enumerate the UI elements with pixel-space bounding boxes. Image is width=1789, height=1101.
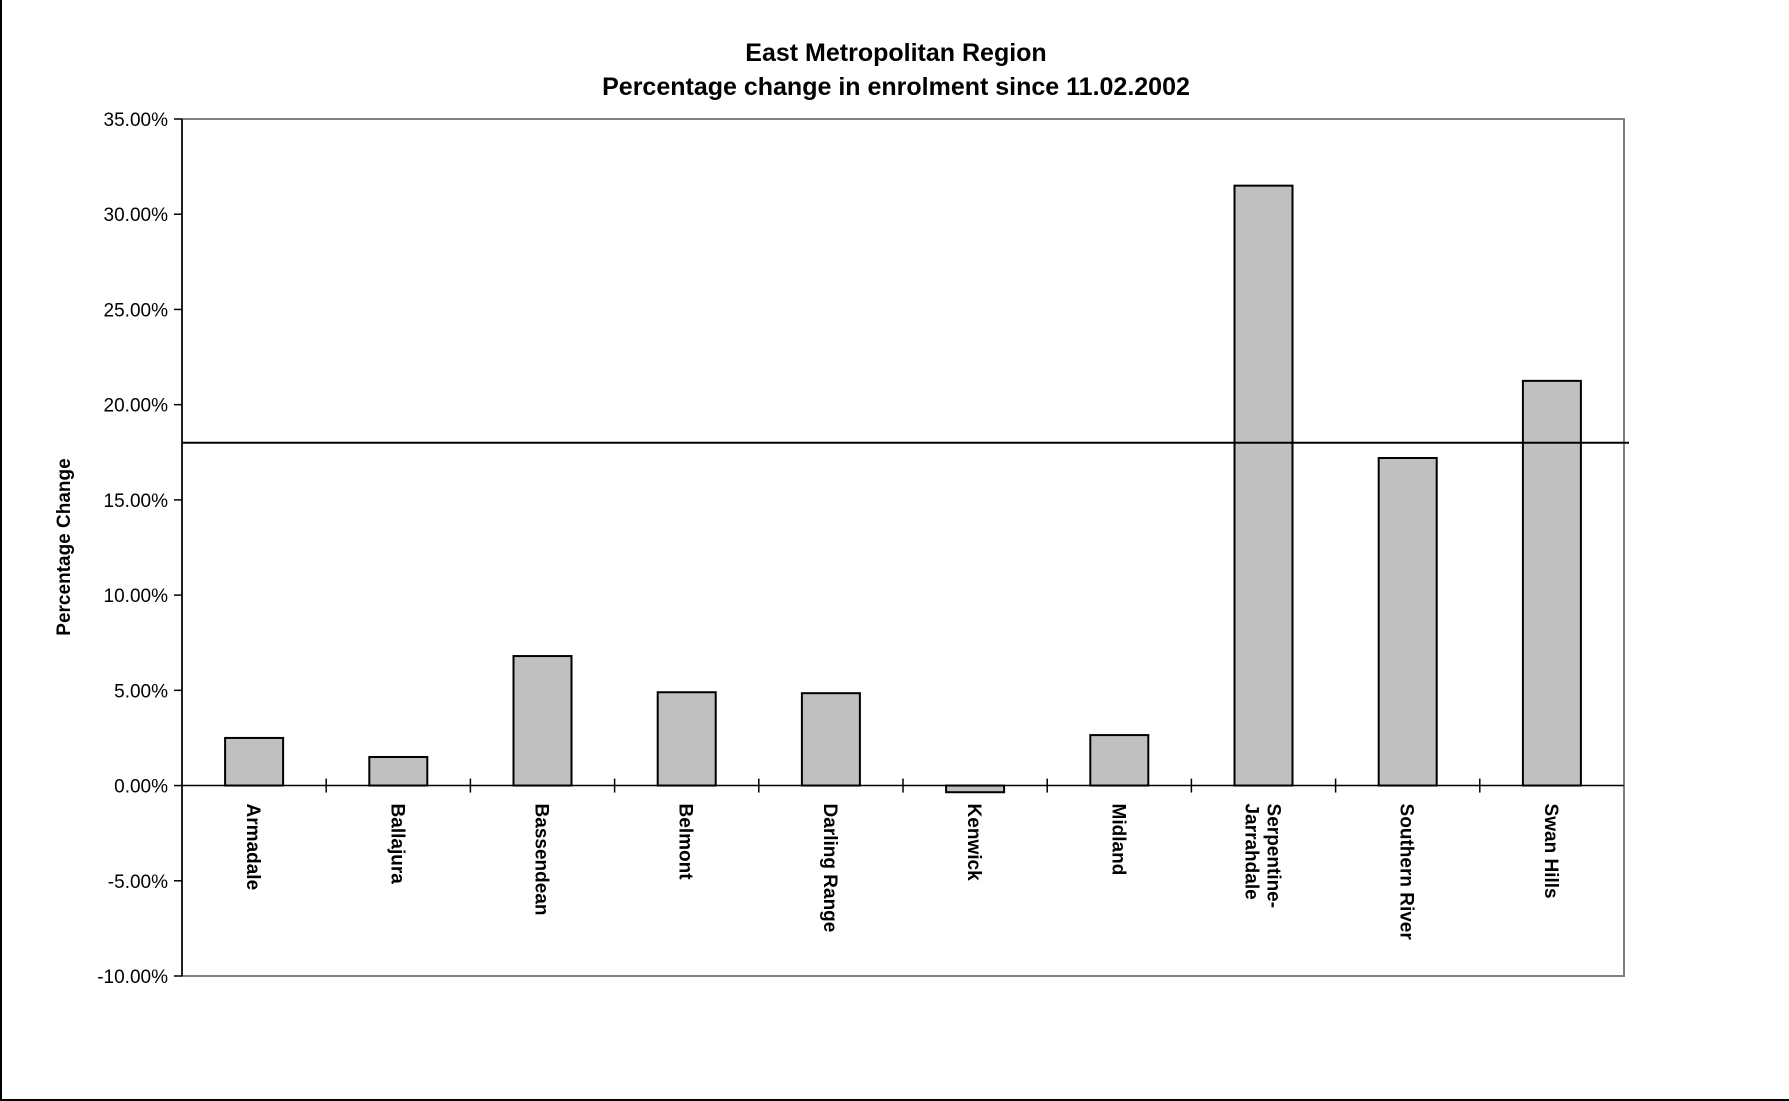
category-label: Southern River xyxy=(1396,804,1417,941)
y-tick-label: -10.00% xyxy=(97,967,168,988)
category-label: Swan Hills xyxy=(1540,804,1561,899)
category-label: Darling Range xyxy=(819,804,840,933)
bar-belmont xyxy=(656,691,717,787)
bar-southern-river xyxy=(1377,456,1438,787)
category-label: Ballajura xyxy=(386,804,407,885)
category-label: Belmont xyxy=(675,804,696,881)
bar-armadale xyxy=(224,736,285,787)
y-tick-label: 10.00% xyxy=(104,586,169,607)
y-tick-label: 5.00% xyxy=(114,681,168,702)
category-label: Midland xyxy=(1107,804,1128,876)
y-tick-label: 15.00% xyxy=(104,491,169,512)
y-tick-label: 25.00% xyxy=(104,300,169,321)
category-label: Bassendean xyxy=(531,804,552,916)
category-label: Jarrahdale xyxy=(1241,804,1262,900)
bar-midland xyxy=(1089,734,1150,787)
bar-ballajura xyxy=(368,755,429,787)
y-tick-label: -5.00% xyxy=(108,872,168,893)
y-tick-label: 0.00% xyxy=(114,777,168,798)
y-axis-title: Percentage Change xyxy=(54,458,75,635)
y-tick-label: 30.00% xyxy=(104,205,169,226)
bar-kenwick xyxy=(945,784,1006,794)
bar-swan-hills xyxy=(1521,379,1582,787)
plot-area: 35.00% 30.00% 25.00% 20.00% 15.00% 10.00% 5.00… xyxy=(97,110,1629,988)
chart-title-line-2: Percentage change in enrolment since 11.… xyxy=(602,73,1190,101)
bar-serpentine-jarrahdale xyxy=(1233,184,1294,787)
y-tick-label: 20.00% xyxy=(104,396,169,417)
chart-title-line-1: East Metropolitan Region xyxy=(745,39,1046,67)
bar-darling-range xyxy=(800,692,861,787)
bar-bassendean xyxy=(512,655,573,787)
category-label: Armadale xyxy=(242,804,263,891)
category-label: Serpentine- xyxy=(1263,804,1284,909)
y-tick-label: 35.00% xyxy=(104,110,169,131)
category-label: Kenwick xyxy=(963,804,984,882)
